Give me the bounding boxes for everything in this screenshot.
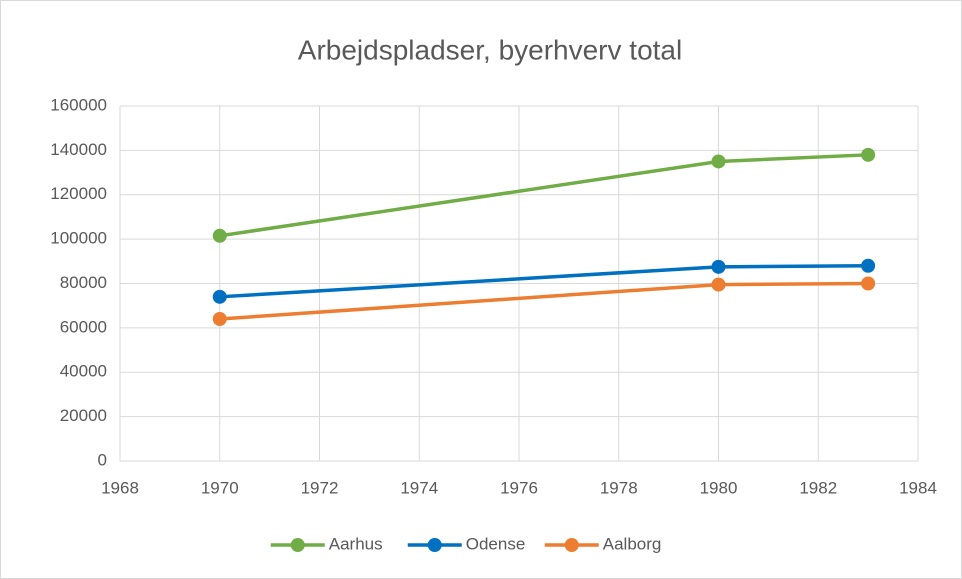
x-tick-label: 1972 [301,478,339,497]
data-point [861,258,876,273]
x-tick-label: 1984 [899,478,937,497]
data-point [212,312,227,326]
y-tick-label: 60000 [60,317,107,336]
y-tick-label: 20000 [60,406,107,425]
data-point [212,289,227,304]
x-tick-label: 1974 [400,478,438,497]
y-tick-label: 0 [98,450,107,469]
legend-marker [564,538,579,552]
data-point [861,276,876,291]
data-point [861,147,876,162]
data-point [212,228,227,243]
y-tick-label: 140000 [50,140,107,159]
x-tick-label: 1980 [700,478,738,497]
x-tick-label: 1976 [500,478,538,497]
legend-marker [290,538,305,552]
x-tick-label: 1968 [101,478,139,497]
chart-title: Arbejdspladser, byerhverv total [298,34,682,65]
y-tick-label: 100000 [50,229,107,248]
y-tick-label: 40000 [60,362,107,381]
y-tick-label: 80000 [60,273,107,292]
legend-label: Odense [466,534,526,553]
y-tick-label: 160000 [50,95,107,114]
x-tick-label: 1978 [600,478,638,497]
data-point [711,277,726,292]
legend-label: Aarhus [329,534,383,553]
y-tick-label: 120000 [50,184,107,203]
x-tick-label: 1970 [201,478,239,497]
legend-marker [427,538,442,552]
x-tick-label: 1982 [799,478,837,497]
legend-label: Aalborg [603,534,662,553]
data-point [711,154,726,169]
data-point [711,259,726,274]
